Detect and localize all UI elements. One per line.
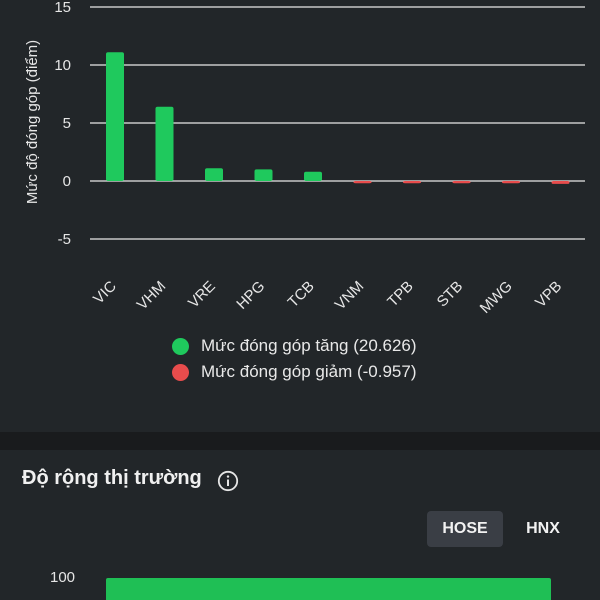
bar-vre[interactable] (205, 168, 223, 181)
x-tick-label: TCB (285, 278, 318, 311)
y-axis-label: Mức độ đóng góp (điểm) (24, 40, 41, 204)
bar-vpb[interactable] (551, 181, 570, 184)
legend-item-increase[interactable]: Mức đóng góp tăng (20.626) (172, 333, 417, 359)
contribution-chart: 15 10 5 0 -5 Mức độ đóng góp (điểm) VIC VHM VRE H… (24, 0, 585, 385)
bar-vnm[interactable] (353, 181, 372, 184)
x-tick-label: VRE (185, 278, 219, 312)
x-tick-label: TPB (384, 278, 417, 311)
bar-hpg[interactable] (254, 169, 273, 181)
y-tick-label: -5 (58, 231, 71, 248)
bar-vic[interactable] (106, 52, 124, 181)
market-breadth-section: Độ rộng thị trường HOSE HNX 100 (0, 450, 600, 600)
x-tick-label: STB (434, 278, 467, 311)
contribution-bar-chart: 15 10 5 0 -5 Mức độ đóng góp (điểm) VIC VHM VRE H… (24, 0, 585, 317)
breadth-bar (106, 578, 551, 600)
y-tick-label: 5 (63, 115, 71, 132)
breadth-axis-label: 100 (50, 569, 76, 586)
y-tick-label: 10 (54, 57, 71, 74)
x-tick-label: VIC (90, 278, 120, 308)
bar-vhm[interactable] (155, 106, 174, 181)
tab-hnx[interactable]: HNX (526, 520, 560, 537)
bar-mwg[interactable] (502, 181, 520, 184)
legend-dot-increase (172, 337, 189, 355)
legend-dot-decrease (172, 363, 189, 381)
section-divider (0, 432, 600, 450)
market-breadth-title: Độ rộng thị trường (22, 467, 202, 489)
bar-tcb[interactable] (304, 171, 322, 181)
x-tick-label: VHM (134, 278, 170, 314)
legend-label-increase: Mức đóng góp tăng (20.626) (201, 336, 417, 355)
bar-stb[interactable] (452, 181, 471, 184)
legend-item-decrease[interactable]: Mức đóng góp giảm (-0.957) (172, 359, 417, 385)
y-tick-label: 0 (63, 173, 71, 190)
x-tick-label: VPB (532, 278, 565, 311)
x-tick-label: VNM (332, 278, 368, 314)
tab-hose[interactable]: HOSE (427, 511, 503, 547)
x-tick-label: MWG (477, 278, 516, 317)
legend-label-decrease: Mức đóng góp giảm (-0.957) (201, 362, 417, 381)
bar-tpb[interactable] (403, 181, 421, 184)
y-tick-label: 15 (54, 0, 71, 16)
x-tick-label: HPG (233, 278, 268, 313)
chart-legend: Mức đóng góp tăng (20.626) Mức đóng góp … (172, 333, 417, 385)
info-icon[interactable] (217, 470, 239, 492)
